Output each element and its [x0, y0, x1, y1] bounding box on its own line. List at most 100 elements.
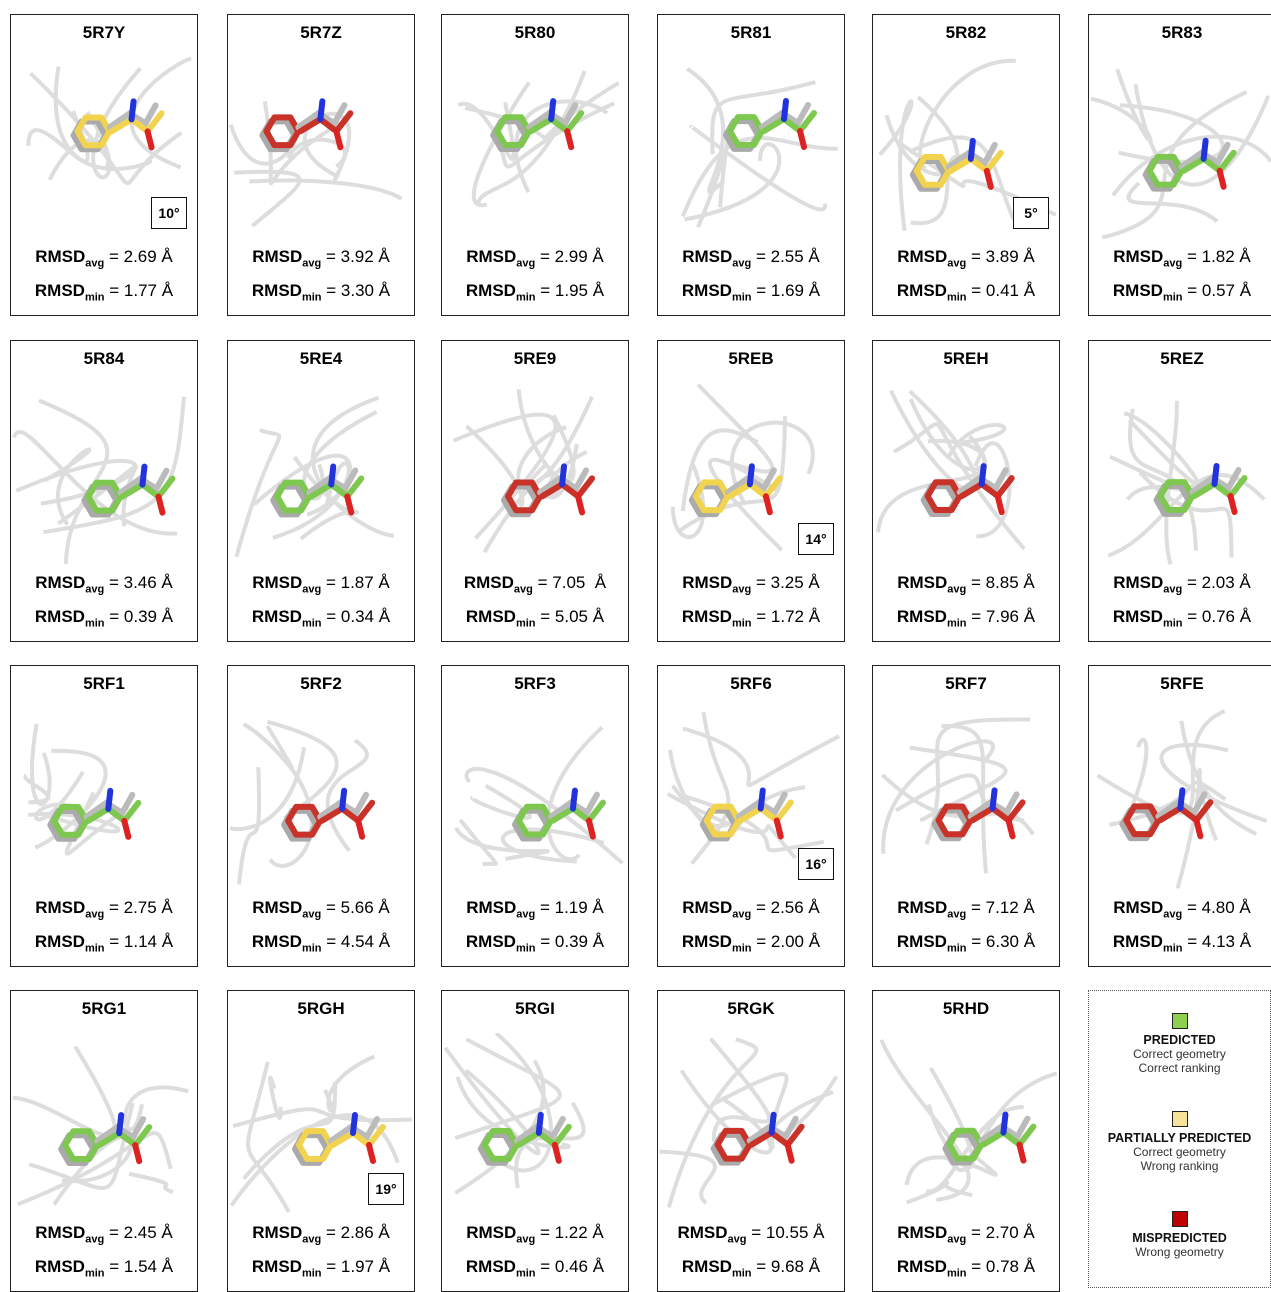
rmsd-min: RMSDmin = 9.68 Å	[658, 1257, 844, 1279]
rmsd-value: = 3.30 Å	[326, 281, 390, 300]
panel-title: 5R81	[658, 23, 844, 43]
panel: 5REB14°RMSDavg = 3.25 ÅRMSDmin = 1.72 Å	[657, 340, 845, 642]
molecule-shape	[750, 466, 752, 484]
rmsd-value: = 1.77 Å	[109, 281, 173, 300]
rmsd-min: RMSDmin = 0.34 Å	[228, 607, 414, 629]
rmsd-value: = 7.12 Å	[971, 898, 1035, 917]
panel-title: 5R7Y	[11, 23, 197, 43]
rmsd-value: = 9.68 Å	[756, 1257, 820, 1276]
rmsd-subscript: avg	[516, 257, 535, 269]
panel-title: 5RGI	[442, 999, 628, 1019]
molecule-shape	[987, 171, 991, 187]
molecule-shape	[777, 820, 781, 836]
panel: 5RE4RMSDavg = 1.87 ÅRMSDmin = 0.34 Å	[227, 340, 415, 642]
rmsd-subscript: min	[732, 1267, 752, 1279]
rmsd-subscript: avg	[85, 257, 104, 269]
rmsd-avg: RMSDavg = 1.22 Å	[442, 1223, 628, 1245]
molecule-shape	[1204, 141, 1206, 159]
page: 5R7Y10°RMSDavg = 2.69 ÅRMSDmin = 1.77 Å5…	[0, 0, 1271, 1288]
molecule-shape	[148, 131, 152, 147]
molecule-shape	[270, 1077, 281, 1118]
rmsd-label: RMSDmin	[682, 281, 752, 300]
rmsd-label: RMSDavg	[897, 247, 966, 266]
molecule-shape	[562, 466, 564, 484]
rmsd-subscript: min	[85, 291, 105, 303]
rmsd-subscript: min	[516, 942, 536, 954]
rmsd-subscript: avg	[732, 583, 751, 595]
molecule-shape	[369, 1145, 373, 1161]
rmsd-value: = 7.96 Å	[971, 607, 1035, 626]
molecule-shape	[1003, 1115, 1005, 1133]
rmsd-avg: RMSDavg = 2.75 Å	[11, 898, 197, 920]
molecule-shape	[124, 821, 128, 837]
panel-title: 5REB	[658, 349, 844, 369]
rmsd-value: = 2.55 Å	[756, 247, 820, 266]
rmsd-avg: RMSDavg = 2.70 Å	[873, 1223, 1059, 1245]
rmsd-label: RMSDmin	[466, 932, 536, 951]
molecule-image	[12, 708, 196, 890]
rmsd-value: = 1.22 Å	[540, 1223, 604, 1242]
molecule-shape	[766, 496, 770, 512]
rmsd-label: RMSDmin	[466, 281, 536, 300]
angle-box: 5°	[1013, 197, 1049, 229]
rmsd-label: RMSDmin	[35, 1257, 105, 1276]
rmsd-subscript: avg	[947, 257, 966, 269]
molecule-shape	[551, 101, 553, 119]
molecule-shape	[342, 791, 344, 809]
rmsd-subscript: min	[1163, 617, 1183, 629]
molecule-image	[1090, 383, 1271, 565]
rmsd-subscript: avg	[1163, 257, 1182, 269]
rmsd-avg: RMSDavg = 3.92 Å	[228, 247, 414, 269]
panel-title: 5REH	[873, 349, 1059, 369]
molecule-shape	[320, 101, 322, 119]
molecule-shape	[125, 1087, 188, 1129]
rmsd-value: = 3.46 Å	[109, 573, 173, 592]
rmsd-value: = 3.25 Å	[756, 573, 820, 592]
rmsd-label: RMSDmin	[682, 932, 752, 951]
rmsd-subscript: avg	[1163, 583, 1182, 595]
molecule-shape	[1231, 496, 1235, 512]
rmsd-subscript: min	[1163, 942, 1183, 954]
angle-box: 10°	[151, 197, 187, 229]
rmsd-label: RMSDavg	[252, 573, 321, 592]
rmsd-label: RMSDmin	[466, 607, 536, 626]
rmsd-value: = 1.97 Å	[326, 1257, 390, 1276]
rmsd-subscript: min	[947, 291, 967, 303]
molecule-image	[443, 57, 627, 239]
molecule-shape	[336, 131, 340, 147]
rmsd-min: RMSDmin = 7.96 Å	[873, 607, 1059, 629]
rmsd-subscript: min	[85, 942, 105, 954]
legend-text: Wrong geometry	[1089, 1245, 1270, 1259]
rmsd-subscript: min	[302, 942, 322, 954]
molecule-shape	[1215, 466, 1217, 484]
rmsd-label: RMSDavg	[466, 898, 535, 917]
rmsd-min: RMSDmin = 0.39 Å	[442, 932, 628, 954]
panel-title: 5R82	[873, 23, 1059, 43]
molecule-shape	[589, 821, 593, 837]
rmsd-value: = 5.05 Å	[540, 607, 604, 626]
rmsd-value: = 1.69 Å	[756, 281, 820, 300]
legend: PREDICTEDCorrect geometryCorrect ranking…	[1088, 990, 1271, 1288]
rmsd-label: RMSDmin	[1113, 607, 1183, 626]
rmsd-label: RMSDavg	[35, 898, 104, 917]
rmsd-subscript: avg	[947, 583, 966, 595]
molecule-shape	[567, 131, 571, 147]
molecule-shape	[881, 1040, 968, 1200]
molecule-shape	[129, 1174, 173, 1193]
rmsd-min: RMSDmin = 0.76 Å	[1089, 607, 1271, 629]
legend-title: MISPREDICTED	[1089, 1231, 1270, 1245]
rmsd-min: RMSDmin = 1.69 Å	[658, 281, 844, 303]
rmsd-subscript: avg	[302, 1233, 321, 1245]
rmsd-value: = 1.82 Å	[1187, 247, 1251, 266]
molecule-shape	[578, 496, 582, 512]
molecule-shape	[573, 791, 575, 809]
molecule-shape	[698, 385, 772, 472]
rmsd-avg: RMSDavg = 7.12 Å	[873, 898, 1059, 920]
rmsd-label: RMSDavg	[677, 1223, 746, 1242]
rmsd-subscript: avg	[85, 1233, 104, 1245]
rmsd-avg: RMSDavg = 2.99 Å	[442, 247, 628, 269]
rmsd-subscript: min	[947, 942, 967, 954]
panel: 5R83RMSDavg = 1.82 ÅRMSDmin = 0.57 Å	[1088, 14, 1271, 316]
legend-text: Correct geometry	[1089, 1145, 1270, 1159]
